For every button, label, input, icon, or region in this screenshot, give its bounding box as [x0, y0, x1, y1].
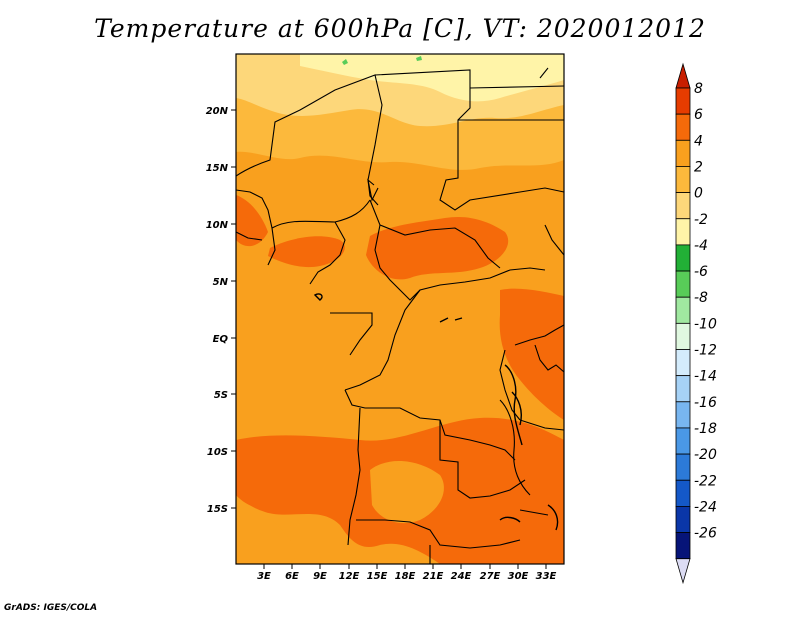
- colorbar-bottom-arrow: [675, 558, 691, 585]
- colorbar-segment: [675, 113, 691, 141]
- colorbar-label: -4: [694, 238, 708, 254]
- colorbar-segment: [675, 296, 691, 324]
- lon-tick-label: 12E: [339, 571, 360, 582]
- lat-tick-label: 10S: [207, 447, 228, 458]
- colorbar-segment: [675, 505, 691, 533]
- colorbar-label: -20: [694, 447, 717, 463]
- lon-tick-label: 30E: [508, 571, 529, 582]
- lon-tick-label: 18E: [395, 571, 416, 582]
- lon-tick: 33E: [536, 564, 557, 582]
- colorbar-segment: [675, 532, 691, 560]
- lat-axis: 20N 15N 10N 5N EQ 5S 10S 15S: [206, 106, 236, 515]
- colorbar-label: -26: [694, 526, 717, 542]
- colorbar-label: -18: [694, 421, 717, 437]
- colorbar-label: 4: [694, 133, 703, 149]
- colorbar-segment: [675, 479, 691, 507]
- colorbar-label: -6: [694, 264, 708, 280]
- colorbar-label: -12: [694, 343, 717, 359]
- lon-tick-label: 9E: [313, 571, 327, 582]
- colorbar-segment: [675, 244, 691, 272]
- lat-tick: 20N: [206, 106, 236, 117]
- colorbar-segment: [675, 401, 691, 429]
- colorbar-segment: [675, 349, 691, 377]
- colorbar-segment: [675, 192, 691, 220]
- colorbar-segment: [675, 453, 691, 481]
- map-title: Temperature at 600hPa [C], VT: 202001201…: [94, 14, 706, 43]
- colorbar-label: -14: [694, 369, 717, 385]
- lat-tick: EQ: [213, 334, 236, 345]
- lon-tick-label: 24E: [451, 571, 472, 582]
- lon-tick: 21E: [423, 564, 444, 582]
- lon-tick: 18E: [395, 564, 416, 582]
- lat-tick: 5N: [213, 277, 236, 288]
- lon-tick-label: 33E: [536, 571, 557, 582]
- colorbar-label: -24: [694, 499, 717, 515]
- temperature-field-warm-blob: [236, 195, 268, 247]
- map-panel: [236, 54, 564, 564]
- lat-tick: 10N: [206, 220, 236, 231]
- lon-tick: 15E: [367, 564, 388, 582]
- lon-tick: 27E: [480, 564, 501, 582]
- lon-tick-label: 6E: [285, 571, 299, 582]
- colorbar-segment: [675, 375, 691, 403]
- lat-tick-label: 15N: [206, 163, 229, 174]
- lat-tick: 5S: [214, 390, 236, 401]
- colorbar-segment: [675, 218, 691, 246]
- colorbar-label: -2: [694, 212, 708, 228]
- colorbar-segment: [675, 139, 691, 167]
- colorbar-label: -10: [694, 316, 717, 332]
- colorbar-label: -16: [694, 395, 717, 411]
- lon-tick: 9E: [313, 564, 327, 582]
- lon-tick-label: 27E: [480, 571, 501, 582]
- lon-tick: 30E: [508, 564, 529, 582]
- temperature-field-north-palest: [300, 54, 564, 102]
- colorbar-segment: [675, 166, 691, 193]
- credit-text: GrADS: IGES/COLA: [4, 603, 98, 613]
- colorbar-label: -22: [694, 473, 717, 489]
- temperature-field-cool-patch: [236, 500, 296, 564]
- lat-tick: 15S: [207, 504, 236, 515]
- colorbar-segment: [675, 322, 691, 350]
- colorbar: 8 6 4 2 0 -2 -4 -6 -8 -10 -12 -14 -16 -18 -20 -22 -24 -26: [675, 62, 717, 585]
- colorbar-label: 6: [694, 107, 703, 123]
- colorbar-label: 0: [694, 186, 703, 202]
- temperature-field-green-spot-2: [416, 56, 422, 61]
- water-outlines: [313, 293, 559, 531]
- lat-tick-label: EQ: [213, 334, 229, 345]
- lon-tick-label: 15E: [367, 571, 388, 582]
- lat-tick-label: 20N: [206, 106, 229, 117]
- lon-tick: 24E: [451, 564, 472, 582]
- temperature-field-cool-patch: [370, 460, 444, 524]
- lat-tick-label: 5S: [214, 390, 228, 401]
- colorbar-segment: [675, 427, 691, 455]
- lon-tick-label: 3E: [257, 571, 271, 582]
- lon-tick: 3E: [257, 564, 271, 582]
- colorbar-top-arrow: [675, 62, 691, 89]
- lat-tick: 10S: [207, 447, 236, 458]
- lat-tick-label: 5N: [213, 277, 229, 288]
- colorbar-label: 2: [694, 159, 703, 175]
- lat-tick-label: 15S: [207, 504, 228, 515]
- lon-axis: 3E 6E 9E 12E 15E 18E 21E 24E 27E 30E 33E: [257, 564, 557, 582]
- colorbar-label: 8: [694, 81, 703, 97]
- map-frame: [235, 53, 565, 565]
- lon-tick-label: 21E: [423, 571, 444, 582]
- country-borders: [236, 67, 564, 564]
- colorbar-label: -8: [694, 290, 708, 306]
- temperature-field-warm-blob: [499, 288, 564, 420]
- temperature-field-green-spot: [342, 59, 348, 65]
- temperature-field-warm-blob: [366, 216, 509, 280]
- lon-tick: 6E: [285, 564, 299, 582]
- colorbar-segment: [675, 87, 691, 115]
- lat-tick: 15N: [206, 163, 236, 174]
- colorbar-segment: [675, 270, 691, 298]
- temperature-field-warm-blob: [268, 236, 345, 268]
- lat-tick-label: 10N: [206, 220, 229, 231]
- lon-tick: 12E: [339, 564, 360, 582]
